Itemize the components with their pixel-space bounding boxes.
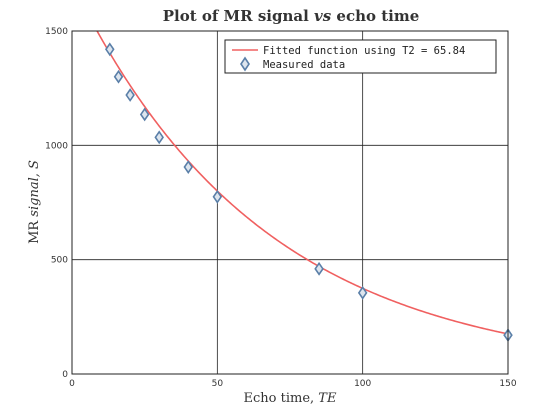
fitted-curve [96,30,509,335]
data-point [212,189,223,204]
legend: Fitted function using T2 = 65.84 Measure… [224,39,497,74]
plot-background [72,31,508,374]
x-tick-label: 150 [499,379,516,389]
x-axis-label: Echo time, TE [244,391,337,406]
data-point [125,88,135,102]
y-tick-label: 500 [51,256,68,266]
x-tick-labels: 0 50 100 150 [69,379,517,389]
y-tick-labels: 0 500 1000 1500 [45,27,68,380]
y-axis-label: MR signal, S [27,160,42,244]
chart-title: Plot of MR signal vs echo time [163,7,420,25]
legend-label-fit: Fitted function using T2 = 65.84 [263,45,465,57]
y-tick-label: 1500 [45,27,68,37]
data-point [357,285,368,300]
plot-area [71,30,513,375]
x-tick-label: 50 [212,379,224,389]
data-point [139,107,150,122]
data-point [183,160,194,174]
data-point [113,69,124,84]
data-point [154,130,164,145]
x-tick-label: 0 [69,379,75,389]
x-tick-label: 100 [354,379,371,389]
legend-label-measured: Measured data [263,59,345,71]
data-point [105,42,115,57]
plot-frame [71,30,509,375]
legend-box [224,39,497,74]
y-tick-label: 0 [62,370,68,380]
y-tick-label: 1000 [45,141,68,151]
data-point [314,261,324,276]
legend-diamond-swatch [240,56,250,72]
